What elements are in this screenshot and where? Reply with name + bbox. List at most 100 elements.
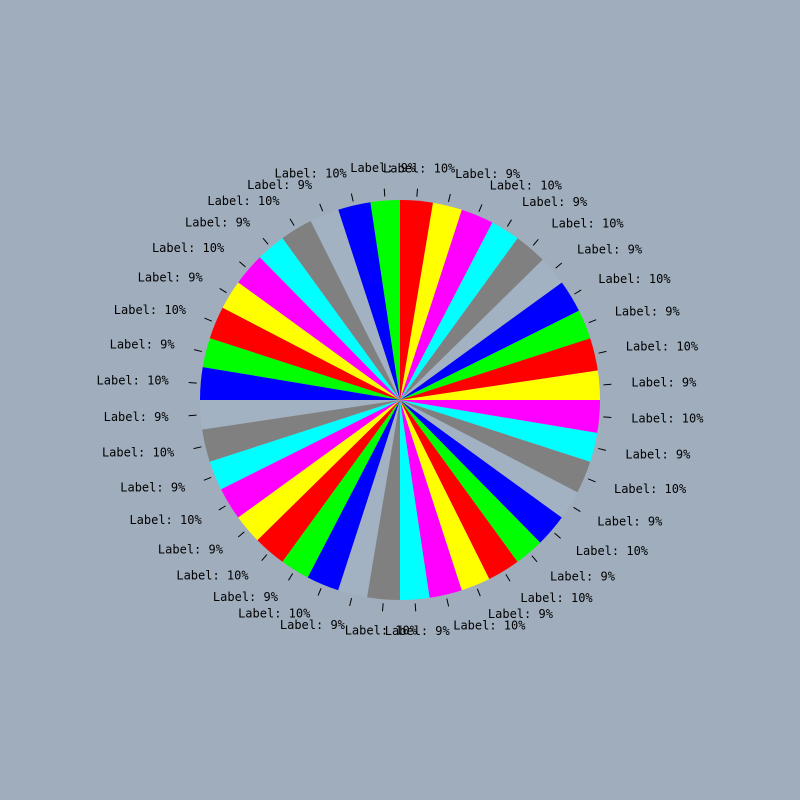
pie-slice [400, 282, 579, 400]
pie-slice [400, 400, 591, 493]
label-tick [574, 289, 582, 295]
slice-label: Label: 10% [490, 179, 563, 193]
pie-slice [282, 400, 400, 578]
label-tick [261, 554, 268, 561]
label-tick [478, 204, 483, 213]
slice-label: Label: 10% [114, 303, 187, 317]
slice-label: Label: 10% [520, 591, 593, 605]
pie-slice [400, 209, 493, 400]
slice-label: Label: 9% [577, 243, 643, 257]
label-tick [381, 603, 384, 612]
pie-slice [221, 400, 400, 518]
label-tick [555, 262, 563, 269]
label-tick [383, 188, 386, 197]
slice-label: Label: 9% [247, 178, 313, 192]
label-ticks [188, 188, 612, 612]
label-tick [262, 237, 269, 245]
pie-slice [310, 209, 400, 400]
pie-slice [202, 338, 400, 400]
slice-label: Label: 9% [522, 195, 588, 209]
pie-slice [259, 238, 400, 400]
slice-label: Label: 10% [551, 217, 624, 231]
slice-label: Label: 10% [631, 412, 704, 426]
slice-label: Label: 9% [631, 375, 697, 389]
pie-slice [400, 400, 600, 433]
label-tick [532, 239, 539, 246]
label-tick [219, 288, 227, 294]
slice-label: Label: 10% [102, 446, 175, 460]
label-tick [447, 193, 451, 202]
slice-label: Label: 9% [110, 337, 176, 351]
pie-slice [400, 400, 562, 543]
slice-label: Label: 10% [383, 161, 456, 175]
slice-label: Label: 10% [576, 544, 649, 558]
pie-slice [282, 221, 400, 400]
label-tick [603, 416, 612, 419]
label-tick [587, 478, 596, 483]
slice-label: Label: 9% [597, 515, 663, 529]
label-tick [446, 598, 450, 607]
slice-label: Label: 10% [152, 241, 225, 255]
slice-label: Label: 9% [185, 215, 251, 229]
pie-slice [257, 400, 400, 562]
label-tick [204, 317, 213, 322]
pie-slice [200, 400, 400, 430]
label-tick [193, 349, 202, 353]
label-tick [218, 505, 226, 511]
slice-label: Label: 9% [550, 570, 616, 584]
slice-label: Label: 10% [626, 339, 699, 353]
label-tick [188, 414, 197, 417]
pie-slice [222, 282, 400, 400]
slice-label: Label: 9% [158, 542, 224, 556]
pie-slice [202, 400, 400, 462]
label-tick [288, 573, 294, 581]
pie-slice [400, 400, 578, 518]
label-tick [416, 188, 419, 197]
label-tick [531, 555, 538, 563]
slice-label: Label: 9% [280, 618, 346, 632]
label-tick [350, 193, 354, 202]
slice-label: Label: 9% [138, 270, 204, 284]
slice-label: Label: 10% [275, 167, 348, 181]
label-tick [193, 446, 202, 450]
label-tick [239, 261, 246, 268]
pie-slice [400, 202, 462, 400]
pie-slice [338, 202, 400, 400]
slice-label: Label: 9% [350, 161, 416, 175]
slice-label: Label: 10% [453, 618, 526, 632]
pie-slice [400, 200, 433, 400]
label-tick [588, 319, 597, 324]
slice-label: Label: 9% [104, 410, 170, 424]
label-tick [598, 350, 607, 354]
label-tick [573, 506, 581, 512]
label-tick [349, 598, 353, 607]
pie-slice [367, 400, 400, 600]
label-tick [237, 531, 245, 538]
label-tick [289, 218, 295, 226]
slice-label: Label: 9% [120, 480, 186, 494]
pie-slice [400, 310, 591, 400]
pie-slice [400, 338, 598, 400]
slice-label: Label: 9% [488, 607, 554, 621]
pie-slice [400, 370, 600, 400]
slice-label: Label: 10% [97, 373, 170, 387]
slice-label: Label: 10% [614, 482, 687, 496]
pie-slice [400, 400, 541, 562]
label-tick [506, 219, 512, 227]
slice-label: Label: 10% [238, 606, 311, 620]
slice-label: Label: 9% [455, 167, 521, 181]
label-tick [317, 587, 322, 596]
slice-label: Label: 10% [345, 624, 418, 638]
pie-slice [400, 238, 543, 400]
slice-label: Label: 9% [625, 448, 691, 462]
pie-slice [400, 400, 430, 600]
pie-slice [238, 400, 400, 541]
pie-slices [200, 200, 600, 600]
pie-slice [400, 222, 518, 400]
pie-slice [209, 307, 400, 400]
label-tick [188, 381, 197, 384]
pie-slice [238, 257, 400, 400]
slice-label: Label: 9% [615, 305, 681, 319]
pie-slice [400, 400, 462, 598]
